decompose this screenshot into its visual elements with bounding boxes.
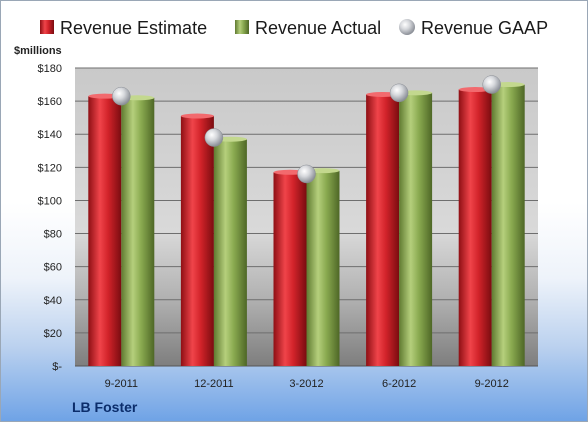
x-axis-ticks: 9-2011 12-2011 3-2012 6-2012 9-2012 (105, 378, 509, 390)
y-tick-label: $- (52, 361, 62, 373)
gaap-marker (204, 128, 224, 147)
gaap-markers (112, 75, 501, 184)
bar-estimate-top (180, 113, 214, 119)
bar-actual (306, 170, 340, 366)
y-axis-ticks: $- $20 $40 $60 $80 $100 $120 $140 $160 $180 (38, 63, 63, 373)
y-tick-label: $80 (44, 229, 62, 241)
y-tick-label: $20 (44, 328, 62, 340)
bars (88, 82, 525, 367)
gaap-marker (482, 75, 501, 94)
y-tick-label: $160 (38, 96, 62, 108)
bar-estimate (273, 172, 307, 366)
y-tick-label: $40 (44, 295, 62, 307)
gaap-marker (389, 83, 409, 103)
x-tick-label: 12-2011 (194, 378, 234, 390)
legend-label-estimate: Revenue Estimate (60, 18, 207, 38)
x-tick-label: 9-2012 (475, 378, 509, 390)
bar-estimate (180, 116, 214, 366)
legend-label-actual: Revenue Actual (255, 18, 381, 38)
legend-label-gaap: Revenue GAAP (421, 18, 548, 38)
gaap-marker (297, 164, 316, 184)
bar-actual (121, 97, 155, 367)
y-tick-label: $140 (38, 129, 62, 141)
bar-estimate (458, 89, 492, 367)
legend-swatch-estimate (40, 20, 54, 34)
legend-swatch-actual (235, 20, 249, 34)
y-tick-label: $180 (38, 63, 62, 75)
bar-actual (491, 84, 525, 367)
bar-estimate (88, 96, 122, 367)
bar-actual (213, 139, 247, 366)
legend: Revenue Estimate Revenue Actual Revenue … (40, 18, 548, 38)
x-tick-label: 6-2012 (382, 378, 416, 390)
bar-actual (399, 92, 433, 366)
gaap-marker (112, 86, 131, 106)
y-tick-label: $60 (44, 262, 62, 274)
y-tick-label: $100 (38, 195, 62, 207)
x-tick-label: 3-2012 (289, 378, 323, 390)
bar-estimate (366, 94, 400, 366)
y-tick-label: $120 (38, 162, 62, 174)
company-caption: LB Foster (72, 399, 138, 415)
x-tick-label: 9-2011 (105, 378, 138, 390)
legend-marker-gaap (399, 19, 415, 35)
y-axis-units: $millions (14, 45, 62, 57)
